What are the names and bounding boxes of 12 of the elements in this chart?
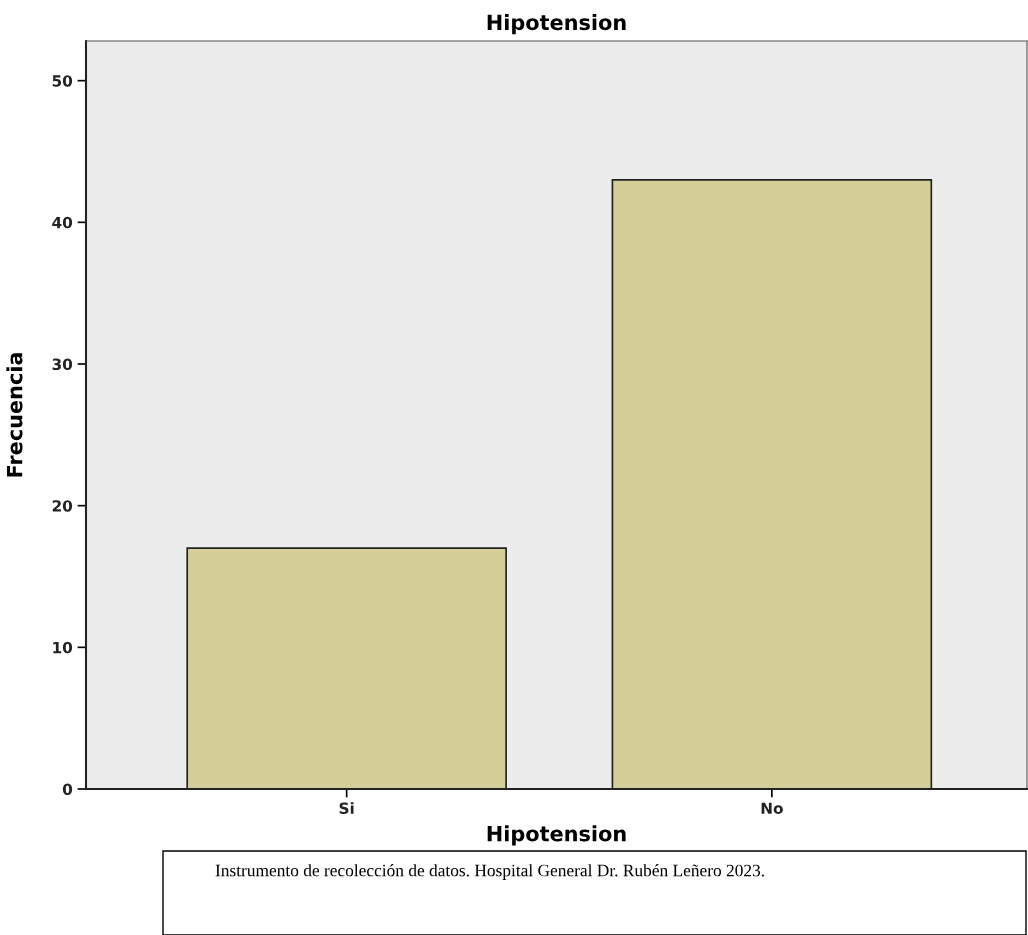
y-tick-label: 40 xyxy=(52,216,73,229)
y-tick-label: 30 xyxy=(52,358,73,371)
x-tick-label: Si xyxy=(339,802,354,815)
y-tick-label: 50 xyxy=(52,75,73,87)
y-tick-label: 20 xyxy=(52,500,73,512)
y-axis-title: Frecuencia xyxy=(6,353,23,477)
y-tick-label: 10 xyxy=(53,641,73,654)
x-tick-label: No xyxy=(761,802,783,815)
x-axis-title: Hipotension xyxy=(487,825,626,846)
chart-title: Hipotension xyxy=(487,14,626,35)
y-tick-label: 0 xyxy=(62,783,73,796)
text: Instrumento de recolección de datos. Hospital General Dr. Rubén Leñero 2023. xyxy=(215,864,764,880)
